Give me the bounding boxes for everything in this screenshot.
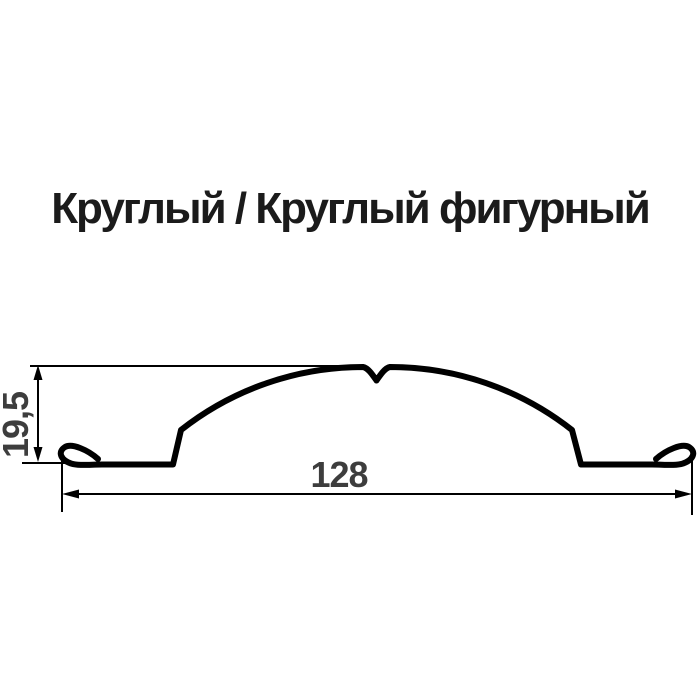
height-arrow-down-icon: [33, 447, 43, 462]
dimension-lines-group: [22, 365, 693, 515]
profile-title: Круглый / Круглый фигурный: [51, 184, 651, 233]
profile-outline: [57, 363, 697, 468]
width-arrow-right-icon: [675, 489, 692, 499]
dimension-arrowheads-group: [33, 365, 692, 499]
height-dimension-label: 19,5: [0, 391, 36, 459]
height-arrow-up-icon: [33, 365, 43, 380]
width-dimension-label: 128: [310, 454, 368, 495]
width-arrow-left-icon: [62, 489, 79, 499]
